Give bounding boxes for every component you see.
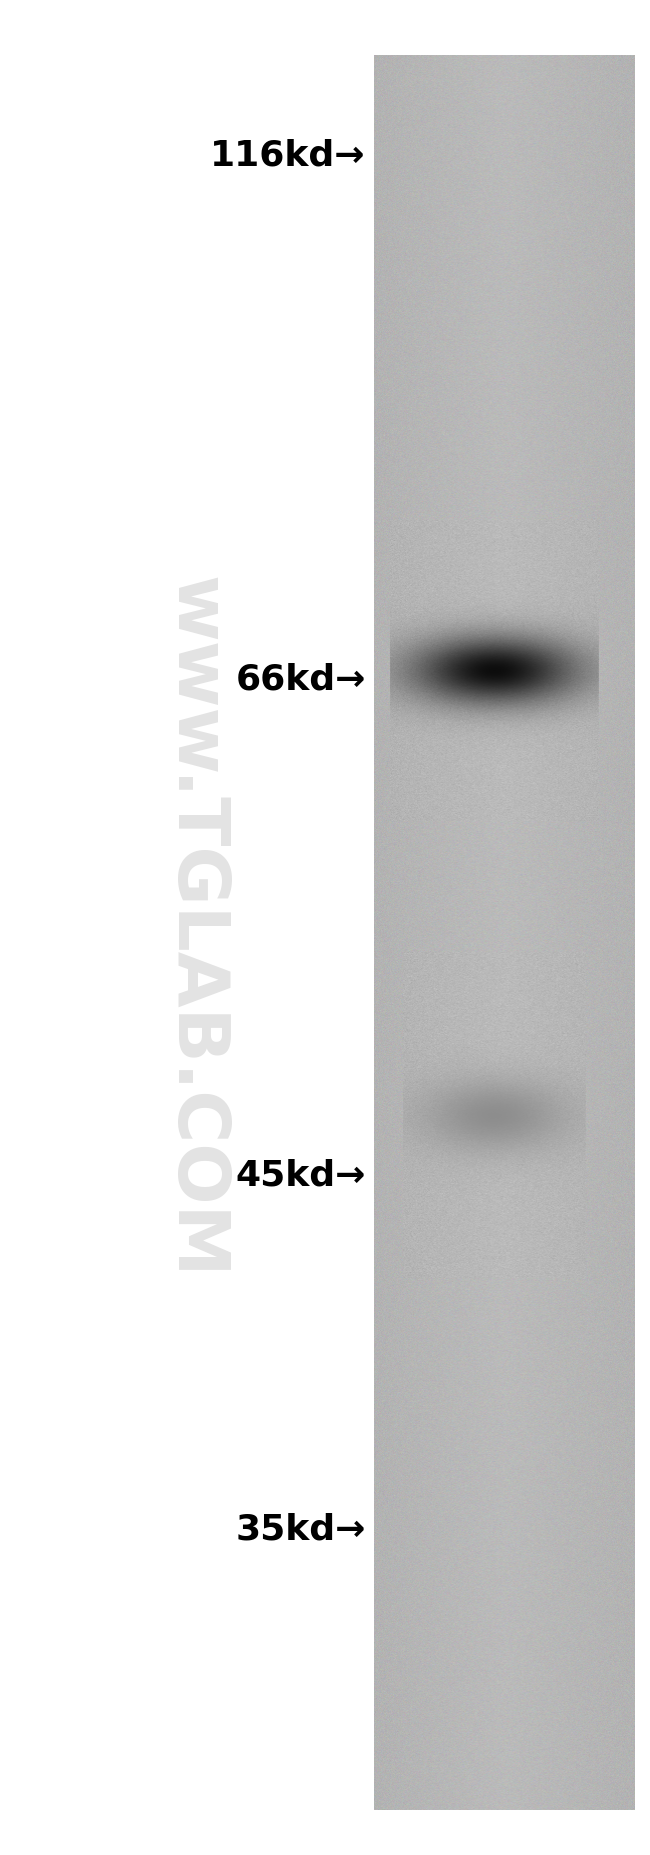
Text: 116kd→: 116kd→	[210, 137, 366, 173]
Text: 35kd→: 35kd→	[235, 1514, 366, 1547]
Text: 45kd→: 45kd→	[235, 1158, 366, 1193]
Text: www.TGLAB.COM: www.TGLAB.COM	[161, 577, 229, 1278]
Text: 66kd→: 66kd→	[235, 662, 366, 697]
